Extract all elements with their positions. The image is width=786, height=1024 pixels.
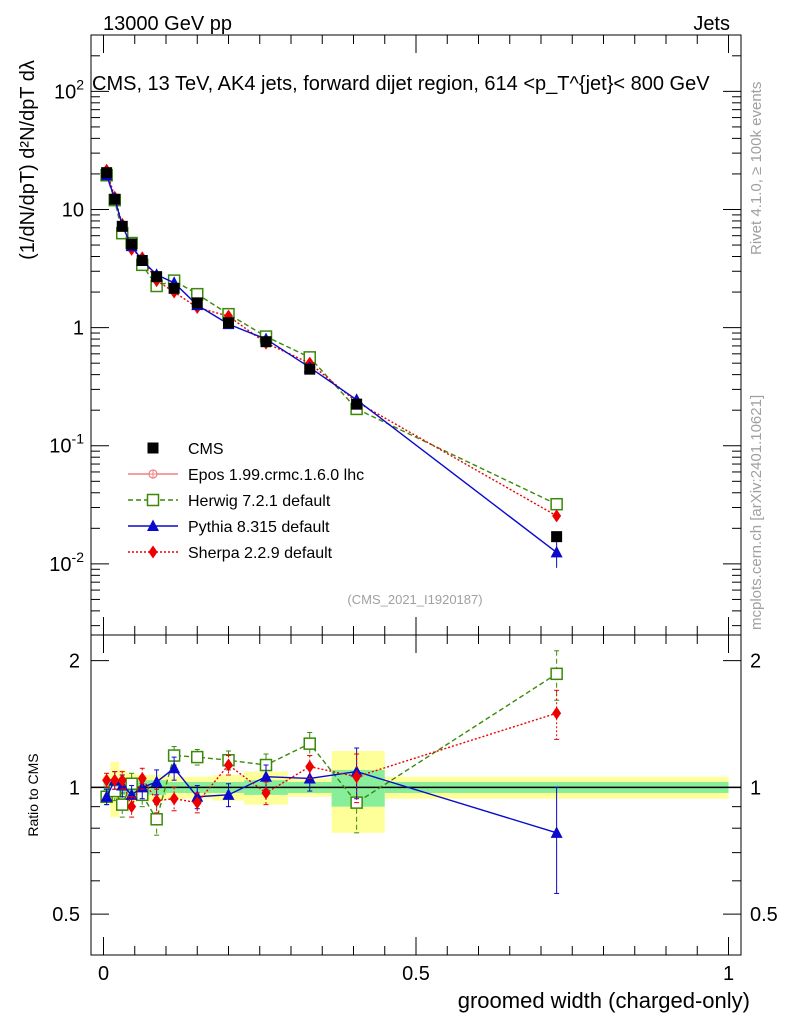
ratio-data-point: [261, 786, 271, 800]
ratio-data-point: [191, 790, 204, 802]
ratio-data-point: [305, 760, 315, 774]
main-series-layer: [100, 163, 563, 568]
legend-label: Herwig 7.2.1 default: [188, 493, 331, 510]
main-ytick-label: 10-2: [49, 549, 84, 576]
main-series-line: [105, 174, 558, 553]
ratio-data-point: [136, 780, 149, 793]
main-data-point: [304, 363, 316, 375]
ratio-data-point: [117, 773, 127, 787]
main-series-line: [105, 170, 557, 517]
ratio-data-point: [192, 796, 202, 810]
ratio-ytick-label-left: 0.5: [52, 904, 80, 926]
ratio-data-point: [222, 788, 235, 800]
main-data-point: [552, 509, 562, 523]
ratio-data-point: [102, 773, 112, 787]
main-ytick-label-exp: -1: [72, 431, 85, 447]
main-ylabel: (1/dN/dpT) d²N/dpT dλ: [17, 60, 39, 260]
ratio-data-point: [150, 775, 163, 787]
legend-marker: [147, 519, 159, 531]
main-data-point: [550, 497, 563, 511]
ratio-ytick-label-right: 2: [750, 651, 761, 673]
ratio-data-point: [224, 758, 233, 772]
main-data-point: [260, 336, 272, 348]
ratio-data-point: [168, 761, 181, 774]
legend-label: Pythia 8.315 default: [188, 519, 330, 536]
ratio-data-point: [137, 771, 147, 785]
analysis-tag: (CMS_2021_I1920187): [347, 592, 482, 607]
ratio-xtick-label: 0: [98, 963, 109, 985]
ratio-ytick-label-right: 0.5: [750, 904, 778, 926]
main-data-point: [151, 271, 163, 283]
main-data-point: [101, 167, 113, 179]
legend-label: Epos 1.99.crmc.1.6.0 lhc: [188, 467, 364, 484]
legend: CMS Epos 1.99.crmc.1.6.0 lhc Herwig 7.2.1 …: [128, 441, 364, 562]
main-series-line: [105, 175, 557, 505]
mcplots-label: mcplots.cern.ch [arXiv:2401.10621]: [748, 395, 765, 630]
ratio-data-point: [303, 771, 316, 784]
ratio-data-point: [150, 813, 163, 826]
legend-label: Sherpa 2.2.9 default: [188, 545, 333, 562]
ratio-data-point: [260, 770, 272, 782]
legend-label: CMS: [188, 441, 224, 458]
ratio-data-point: [303, 737, 316, 750]
main-ytick-label-exp: 2: [76, 76, 84, 92]
ratio-data-point: [116, 798, 129, 811]
main-data-point: [116, 220, 128, 232]
legend-marker: [147, 442, 159, 454]
main-ytick-label: 10-1: [49, 431, 84, 458]
ratio-data-point: [191, 750, 204, 764]
ratio-ytick-label-right: 1: [750, 777, 761, 799]
ratio-xtick-label: 0.5: [402, 963, 430, 985]
legend-marker: [148, 545, 158, 559]
rivet-label: Rivet 4.1.0, ≥ 100k events: [748, 82, 765, 255]
main-data-point: [191, 297, 203, 309]
legend-marker: [146, 493, 160, 507]
main-data-point: [351, 398, 363, 410]
main-ytick-label-exp: -2: [72, 549, 85, 565]
ratio-ylabel: Ratio to CMS: [25, 753, 41, 836]
ratio-uncertainty-bands: [91, 750, 741, 833]
header-right: Jets: [693, 13, 730, 35]
main-data-point: [126, 238, 138, 250]
ratio-ytick-label-left: 1: [69, 777, 80, 799]
ratio-data-point: [100, 790, 113, 802]
ratio-data-point: [550, 826, 563, 838]
main-data-point: [109, 193, 121, 205]
ratio-data-point: [127, 800, 137, 814]
axis-ticks: 10-2 10-1 1 10 102 0 0.5 1 0.5 0.5 1 1 2 2: [49, 34, 778, 985]
main-title-text: CMS, 13 TeV, AK4 jets, forward dijet reg…: [92, 73, 710, 95]
main-data-point: [168, 282, 180, 294]
ratio-data-point: [352, 770, 362, 784]
ratio-data-point: [550, 667, 563, 681]
main-ytick-label: 1: [73, 318, 84, 340]
main-title: CMS, 13 TeV, AK4 jets, forward dijet reg…: [92, 73, 710, 95]
x-axis-label: groomed width (charged-only): [458, 988, 750, 1013]
main-data-point: [136, 254, 148, 266]
ratio-ytick-label-left: 2: [69, 651, 80, 673]
main-data-point: [551, 531, 563, 543]
ratio-xtick-label: 1: [723, 963, 734, 985]
main-ytick-label: 102: [54, 76, 84, 103]
ratio-data-point: [552, 706, 562, 720]
ratio-data-point: [110, 773, 120, 787]
main-ytick-label: 10: [62, 199, 84, 221]
ratio-data-point: [152, 794, 162, 808]
header-left: 13000 GeV pp: [103, 13, 232, 35]
ratio-series-layer: [100, 650, 563, 894]
ratio-data-point: [169, 792, 179, 806]
main-data-point: [223, 317, 234, 329]
